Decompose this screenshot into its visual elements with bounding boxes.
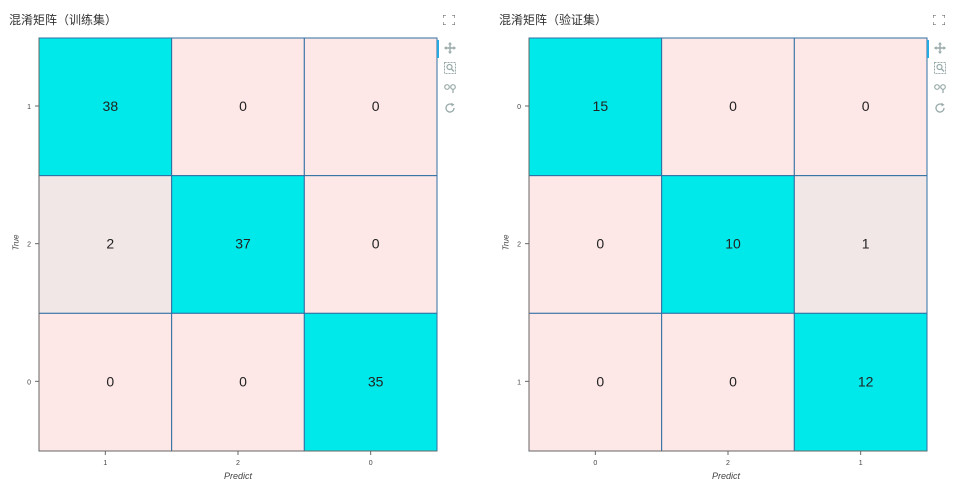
plot-toolbar — [437, 38, 458, 118]
heatmap-cell[interactable] — [793, 312, 928, 452]
heatmap-cell[interactable] — [528, 175, 663, 314]
x-tick-label: 2 — [726, 460, 730, 467]
cell-value-label: 1 — [862, 236, 870, 252]
x-tick-label: 1 — [859, 460, 863, 467]
active-tool-indicator — [927, 40, 929, 58]
cell-value-label: 0 — [239, 373, 247, 389]
cell-value-label: 10 — [725, 236, 741, 252]
reset-icon[interactable] — [932, 98, 948, 118]
heatmap-cell[interactable] — [528, 312, 663, 452]
y-axis-label: True — [11, 234, 21, 251]
heatmap-cell[interactable] — [793, 175, 928, 314]
y-tick-label: 2 — [517, 242, 521, 249]
box-zoom-icon[interactable] — [442, 58, 458, 78]
wheel-zoom-icon[interactable] — [442, 78, 458, 98]
cell-value-label: 0 — [372, 236, 380, 252]
heatmap-cell[interactable] — [793, 37, 928, 177]
cell-value-label: 0 — [862, 98, 870, 114]
y-tick-label: 1 — [517, 379, 521, 386]
cell-value-label: 0 — [372, 98, 380, 114]
cell-value-label: 0 — [596, 236, 604, 252]
y-axis-label: True — [501, 234, 511, 251]
y-tick-label: 0 — [27, 379, 31, 386]
cell-value-label: 2 — [106, 236, 114, 252]
cell-value-label: 15 — [593, 98, 609, 114]
pan-icon[interactable] — [442, 38, 458, 58]
cell-value-label: 0 — [729, 98, 737, 114]
heatmap-cell[interactable] — [528, 37, 663, 177]
box-zoom-icon[interactable] — [932, 58, 948, 78]
confusion-matrix-panel-validation: 混淆矩阵（验证集） True 15 0 0 0 10 1 0 0 12 0 2 1 0 2 1 Predic… — [490, 0, 961, 489]
heatmap-cell[interactable] — [171, 37, 305, 177]
x-tick-label: 0 — [593, 460, 597, 467]
heatmap-cell[interactable] — [303, 312, 438, 452]
chart-title: 混淆矩阵（验证集） — [499, 13, 608, 27]
heatmap-cell[interactable] — [171, 312, 305, 452]
active-tool-indicator — [437, 40, 439, 58]
cell-value-label: 0 — [106, 373, 114, 389]
cell-value-label: 0 — [596, 373, 604, 389]
y-tick-label: 1 — [27, 104, 31, 111]
heatmap-cell[interactable] — [38, 175, 173, 314]
x-tick-label: 1 — [103, 460, 107, 467]
x-tick-label: 2 — [236, 460, 240, 467]
heatmap-cell[interactable] — [38, 37, 173, 177]
cell-value-label: 0 — [729, 373, 737, 389]
wheel-zoom-icon[interactable] — [932, 78, 948, 98]
heatmap-cell[interactable] — [661, 37, 795, 177]
pan-icon[interactable] — [932, 38, 948, 58]
confusion-matrix-panel-train: 混淆矩阵（训练集） True 38 0 0 2 37 0 0 0 35 1 2 0 1 2 0 Predic… — [0, 0, 480, 489]
cell-value-label: 35 — [368, 373, 384, 389]
heatmap-svg: 38 0 0 2 37 0 0 0 35 1 2 0 1 2 0 — [27, 37, 438, 467]
y-tick-label: 2 — [27, 242, 31, 249]
y-tick-label: 0 — [517, 104, 521, 111]
cell-value-label: 0 — [239, 98, 247, 114]
heatmap-cell[interactable] — [661, 312, 795, 452]
fullscreen-icon[interactable] — [932, 12, 946, 26]
x-axis-label: Predict — [712, 471, 741, 481]
fullscreen-icon[interactable] — [442, 12, 456, 26]
x-tick-label: 0 — [369, 460, 373, 467]
heatmap-cell[interactable] — [171, 175, 305, 314]
heatmap-plot[interactable]: 38 0 0 2 37 0 0 0 35 1 2 0 1 2 0 — [27, 37, 438, 467]
heatmap-plot[interactable]: 15 0 0 0 10 1 0 0 12 0 2 1 0 2 1 — [517, 37, 928, 467]
cell-value-label: 12 — [858, 373, 874, 389]
heatmap-cell[interactable] — [303, 37, 438, 177]
heatmap-cell[interactable] — [38, 312, 173, 452]
plot-toolbar — [927, 38, 948, 118]
cell-value-label: 37 — [235, 236, 251, 252]
cell-value-label: 38 — [103, 98, 119, 114]
reset-icon[interactable] — [442, 98, 458, 118]
heatmap-cell[interactable] — [303, 175, 438, 314]
chart-title: 混淆矩阵（训练集） — [9, 13, 118, 27]
x-axis-label: Predict — [224, 471, 253, 481]
